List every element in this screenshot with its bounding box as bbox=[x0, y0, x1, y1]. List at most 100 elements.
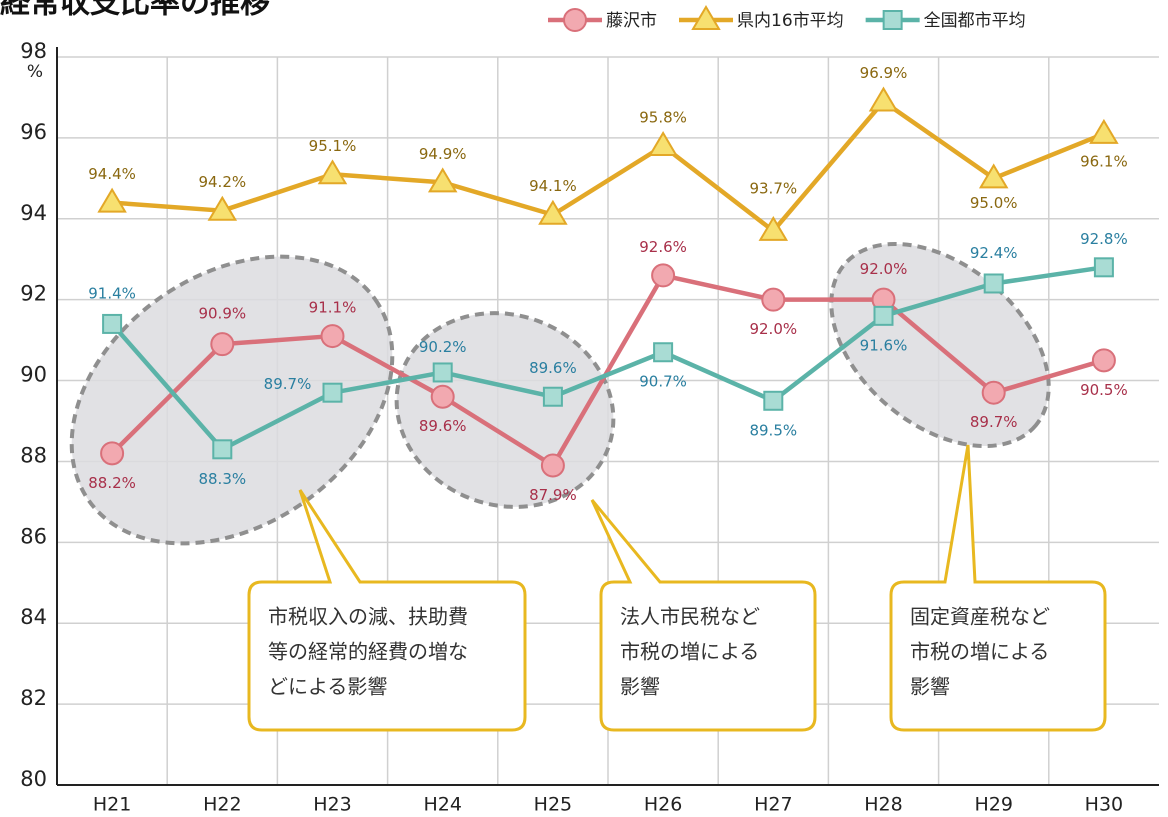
x-tick-label: H30 bbox=[1085, 794, 1123, 816]
series-line bbox=[110, 273, 1105, 468]
series-line bbox=[111, 99, 1105, 234]
value-label: 92.0% bbox=[749, 320, 797, 338]
marker bbox=[1091, 348, 1116, 373]
marker bbox=[868, 86, 899, 112]
value-label: 90.5% bbox=[1080, 381, 1128, 399]
y-tick-label: 84 bbox=[20, 605, 47, 629]
x-tick-label: H24 bbox=[423, 794, 461, 816]
x-tick-label: H28 bbox=[864, 794, 902, 816]
callout-text: 影響 bbox=[620, 675, 660, 699]
marker bbox=[427, 167, 458, 193]
marker bbox=[207, 195, 238, 221]
marker bbox=[540, 453, 565, 478]
callout-text: 固定資産税など bbox=[910, 605, 1050, 629]
callout-text: 市税収入の減、扶助費 bbox=[268, 605, 468, 629]
marker bbox=[430, 384, 455, 409]
value-label: 89.6% bbox=[419, 417, 467, 435]
x-tick-label: H21 bbox=[93, 794, 131, 816]
marker bbox=[653, 342, 674, 363]
value-label: 89.7% bbox=[264, 375, 312, 393]
value-label: 94.9% bbox=[419, 145, 467, 163]
marker bbox=[212, 439, 233, 460]
y-tick-label: 90 bbox=[20, 363, 47, 387]
marker bbox=[102, 313, 123, 334]
value-label: 94.1% bbox=[529, 177, 577, 195]
value-label: 90.9% bbox=[198, 305, 246, 323]
value-label: 93.7% bbox=[749, 179, 797, 197]
x-tick-label: H27 bbox=[754, 794, 792, 816]
value-label: 90.7% bbox=[639, 373, 687, 391]
y-tick-label: 96 bbox=[20, 120, 47, 144]
marker bbox=[1089, 118, 1119, 144]
x-tick-label: H23 bbox=[313, 794, 351, 816]
legend-label: 県内16市平均 bbox=[737, 11, 844, 31]
value-label: 94.2% bbox=[198, 173, 246, 191]
value-label: 90.2% bbox=[419, 338, 467, 356]
value-label: 95.8% bbox=[639, 108, 687, 126]
value-label: 92.0% bbox=[860, 260, 908, 278]
value-label: 91.1% bbox=[309, 299, 357, 317]
y-tick-label: 94 bbox=[20, 201, 47, 225]
series: 94.4% 94.2% 95.1% 94.9% 94.1% 95.8% 93.7% 96.9%… bbox=[88, 64, 1128, 241]
marker bbox=[210, 332, 235, 357]
value-label: 89.6% bbox=[529, 359, 577, 377]
x-tick-label: H29 bbox=[974, 794, 1012, 816]
marker bbox=[763, 390, 784, 411]
marker bbox=[981, 380, 1006, 405]
chart-title: 経常収支比率の推移 bbox=[0, 0, 270, 21]
marker bbox=[758, 215, 789, 241]
legend-label: 全国都市平均 bbox=[924, 11, 1026, 31]
callouts bbox=[247, 444, 1107, 732]
value-label: 92.4% bbox=[970, 244, 1018, 262]
legend-label: 藤沢市 bbox=[606, 11, 657, 31]
callout-text: 市税の増による bbox=[910, 640, 1049, 664]
highlight-ellipse bbox=[394, 311, 616, 509]
value-label: 94.4% bbox=[88, 165, 136, 183]
y-tick-label: 92 bbox=[20, 282, 47, 306]
value-label: 89.7% bbox=[970, 413, 1018, 431]
series-line bbox=[110, 265, 1105, 452]
value-label: 95.1% bbox=[309, 137, 357, 155]
marker bbox=[691, 5, 721, 30]
value-label: 92.8% bbox=[1080, 230, 1128, 248]
plot: 88.2% 90.9% 91.1% 89.6% 87.9% 92.6% 92.0% 92.0%… bbox=[88, 64, 1127, 504]
marker bbox=[563, 8, 587, 32]
legend-item: 県内16市平均 bbox=[679, 5, 844, 31]
marker bbox=[317, 159, 348, 185]
marker bbox=[432, 362, 453, 383]
marker bbox=[651, 263, 676, 288]
marker bbox=[538, 199, 568, 225]
marker bbox=[320, 324, 345, 349]
marker bbox=[100, 441, 125, 466]
y-tick-label: 98 bbox=[20, 39, 47, 63]
marker bbox=[882, 10, 903, 30]
callout-text: どによる影響 bbox=[268, 675, 387, 699]
value-label: 91.4% bbox=[88, 284, 136, 302]
marker bbox=[761, 287, 786, 312]
y-tick-label: 86 bbox=[20, 524, 47, 548]
value-label: 88.2% bbox=[88, 474, 136, 492]
value-label: 89.5% bbox=[749, 421, 797, 439]
callout-box bbox=[247, 489, 527, 732]
highlight-ellipse bbox=[69, 254, 395, 546]
marker bbox=[97, 187, 127, 213]
x-tick-label: H25 bbox=[534, 794, 572, 816]
marker bbox=[1093, 257, 1114, 278]
value-label: 91.6% bbox=[860, 336, 908, 354]
x-tick-label: H22 bbox=[203, 794, 241, 816]
marker bbox=[542, 386, 563, 407]
value-label: 92.6% bbox=[639, 238, 687, 256]
callout-text: 法人市民税など bbox=[620, 605, 760, 629]
x-tick-label: H26 bbox=[644, 794, 682, 816]
y-tick-label: 80 bbox=[20, 767, 47, 791]
marker bbox=[873, 305, 894, 326]
legend-item: 全国都市平均 bbox=[865, 10, 1026, 31]
y-unit: % bbox=[27, 62, 43, 82]
marker bbox=[978, 163, 1009, 189]
value-label: 96.9% bbox=[860, 64, 908, 82]
series: 88.2% 90.9% 91.1% 89.6% 87.9% 92.6% 92.0% 92.0%… bbox=[88, 238, 1127, 504]
callout-text: 等の経常的経費の増な bbox=[268, 640, 468, 664]
marker bbox=[322, 382, 343, 403]
callout-box bbox=[590, 499, 817, 732]
